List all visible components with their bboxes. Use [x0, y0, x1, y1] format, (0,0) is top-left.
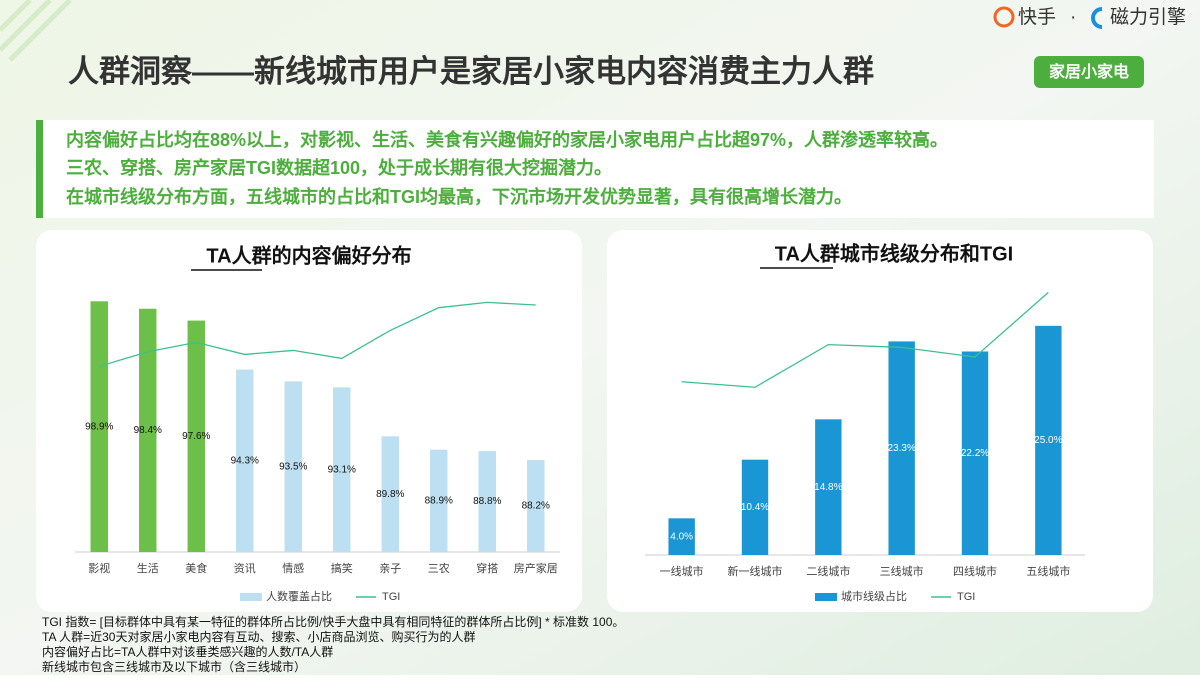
tag: 家居小家电 [1049, 62, 1129, 81]
value-label: 88.2% [522, 501, 550, 512]
legend-label: 城市线级占比 [841, 589, 907, 603]
brand-engine: 磁力引擎 [1110, 6, 1186, 28]
value-label: 93.5% [279, 461, 307, 472]
bar [888, 341, 915, 555]
legend-label: TGI [957, 591, 975, 603]
x-tick-label: 情感 [282, 562, 304, 575]
value-label: 93.1% [328, 464, 356, 475]
tgi-line [99, 301, 536, 368]
x-tick-label: 四线城市 [953, 564, 997, 578]
bar [139, 308, 157, 552]
x-tick-label: 影视 [88, 561, 110, 575]
brand-kuaishou: 快手 [1018, 6, 1056, 28]
bar [961, 351, 989, 555]
value-label: 98.9% [85, 421, 113, 432]
bar [1035, 325, 1062, 555]
footnote: TGI 指数= [目标群体中具有某一特征的群体所占比例/快手大盘中具有相同特征的… [42, 614, 624, 629]
summary-box [36, 120, 1154, 218]
kuaishou-logo [993, 6, 1015, 28]
bar [430, 449, 448, 552]
chart-title: TA人群城市线级分布和TGI [775, 241, 1014, 265]
x-tick-label: 房产家居 [514, 561, 558, 575]
summary-accent [36, 120, 43, 218]
value-label: 88.8% [473, 496, 501, 507]
value-label: 10.4% [741, 502, 769, 513]
x-tick-label: 三农 [428, 561, 450, 575]
x-tick-label: 亲子 [379, 561, 401, 575]
chart-card [36, 230, 582, 612]
x-tick-label: 搞笑 [331, 561, 353, 575]
bar [815, 419, 842, 555]
bar [668, 518, 695, 555]
bar [90, 301, 108, 552]
footnote: 新线城市包含三线城市及以下城市（含三线城市） [42, 659, 306, 674]
legend-label: 人数覆盖占比 [266, 589, 332, 603]
bar [527, 460, 545, 552]
chart-title: TA人群的内容偏好分布 [206, 243, 411, 267]
bar [284, 381, 302, 552]
x-tick-label: 资讯 [234, 562, 256, 575]
engine-logo [1091, 7, 1103, 29]
value-label: 22.2% [961, 448, 989, 459]
bar [381, 436, 399, 552]
value-label: 88.9% [425, 495, 453, 506]
value-label: 14.8% [814, 482, 842, 493]
bar [741, 459, 769, 555]
value-label: 89.8% [376, 489, 404, 500]
value-label: 94.3% [231, 455, 259, 466]
value-label: 4.0% [670, 531, 693, 542]
value-label: 98.4% [134, 425, 162, 436]
x-tick-label: 三线城市 [880, 564, 924, 578]
bar [333, 387, 351, 552]
x-tick-label: 生活 [137, 561, 159, 575]
x-tick-label: 二线城市 [806, 564, 850, 578]
tag-box [1034, 56, 1144, 88]
x-tick-label: 穿搭 [476, 561, 498, 575]
summary-line: 在城市线级分布方面，五线城市的占比和TGI均最高，下沉市场开发优势显著，具有很高… [66, 186, 852, 207]
x-tick-label: 五线城市 [1026, 564, 1070, 578]
summary-line: 三农、穿搭、房产家居TGI数据超100，处于成长期有很大挖掘潜力。 [66, 157, 612, 178]
value-label: 97.6% [182, 431, 210, 442]
bar [478, 451, 496, 552]
tgi-line [681, 291, 1049, 388]
legend-swatch [240, 593, 262, 601]
bar [187, 320, 205, 552]
brand-separator: · [1070, 7, 1076, 28]
page-title: 人群洞察——新线城市用户是家居小家电内容消费主力人群 [68, 54, 874, 89]
legend-label: TGI [382, 591, 400, 603]
x-tick-label: 美食 [185, 561, 207, 575]
footnote: 内容偏好占比=TA人群中对该垂类感兴趣的人数/TA人群 [42, 644, 333, 659]
decor-stripes [0, 0, 72, 62]
x-tick-label: 一线城市 [660, 564, 704, 578]
x-tick-label: 新一线城市 [728, 564, 783, 578]
footnote: TA 人群=近30天对家居小家电内容有互动、搜索、小店商品浏览、购买行为的人群 [42, 629, 475, 644]
value-label: 25.0% [1034, 435, 1062, 446]
bar [236, 369, 254, 552]
value-label: 23.3% [887, 443, 915, 454]
legend-swatch [815, 593, 837, 601]
summary-line: 内容偏好占比均在88%以上，对影视、生活、美食有兴趣偏好的家居小家电用户占比超9… [66, 129, 948, 150]
